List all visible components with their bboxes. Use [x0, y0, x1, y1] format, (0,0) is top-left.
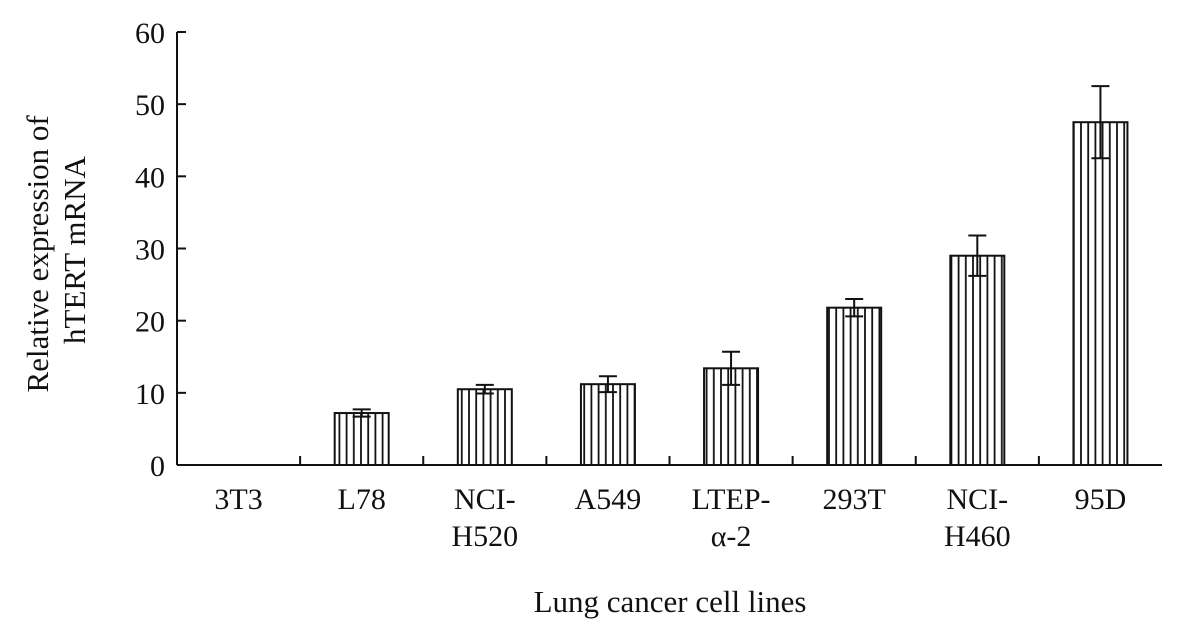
bar — [949, 254, 1006, 466]
category-label: NCI-H460 — [944, 483, 1011, 553]
error-bars — [352, 85, 1110, 418]
bar — [826, 306, 883, 466]
bar — [1072, 121, 1129, 466]
y-tick-label: 30 — [135, 234, 165, 267]
y-tick-label: 20 — [135, 306, 165, 339]
y-axis-title: Relative expression of hTERT mRNA — [20, 108, 92, 393]
y-tick-label: 0 — [150, 450, 165, 483]
y-tick-label: 60 — [135, 17, 165, 50]
category-label: 3T3 — [214, 483, 262, 516]
bar — [456, 388, 513, 467]
category-label: 293T — [823, 483, 886, 516]
y-tick-label: 50 — [135, 89, 165, 122]
category-label: NCI-H520 — [451, 483, 518, 553]
bar — [703, 367, 760, 466]
y-tick-label: 10 — [135, 378, 165, 411]
category-labels: 3T3 L78 NCI-H520 A549 LTEP-α-2 293T NCI-H460 95… — [214, 483, 1126, 553]
bars — [333, 121, 1129, 467]
category-label: A549 — [575, 483, 642, 516]
x-ticks — [299, 456, 1040, 465]
x-axis-title: Lung cancer cell lines — [534, 584, 807, 619]
bar — [333, 412, 390, 467]
y-ticks: 0 10 20 30 40 50 60 — [135, 17, 186, 483]
category-label: LTEP-α-2 — [692, 483, 771, 553]
y-tick-label: 40 — [135, 161, 165, 194]
category-label: L78 — [338, 483, 386, 516]
category-label: 95D — [1075, 483, 1127, 516]
bar — [579, 383, 636, 467]
